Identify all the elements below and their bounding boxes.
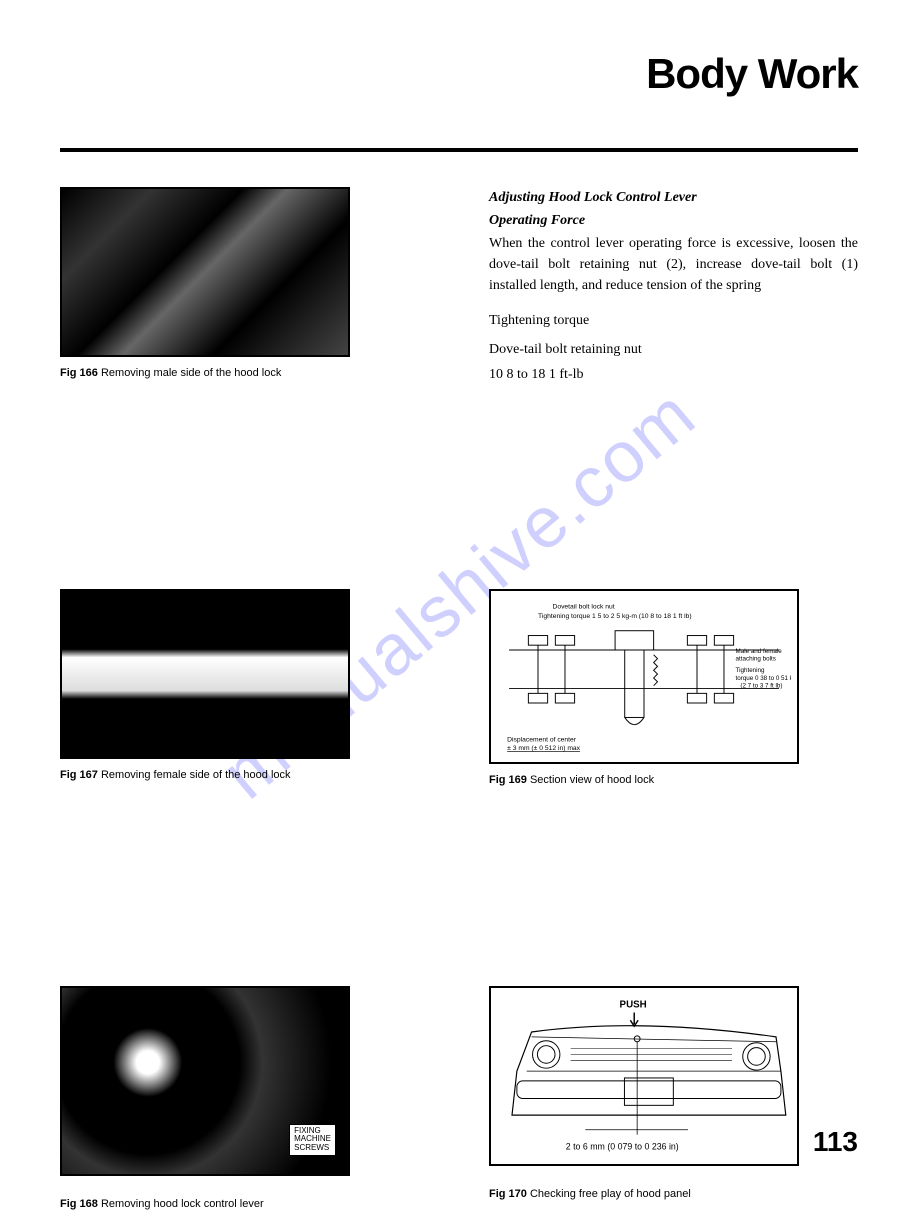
fig170-measurement: 2 to 6 mm (0 079 to 0 236 in)	[566, 1141, 679, 1151]
figure-169-diagram: Dovetail bolt lock nut Tightening torque…	[489, 589, 799, 764]
figure-170-caption-text: Checking free play of hood panel	[530, 1188, 691, 1200]
figure-166-block: Fig 166 Removing male side of the hood l…	[60, 187, 429, 389]
figure-170-label: Fig 170	[489, 1188, 527, 1200]
figure-168-block: FIXINGMACHINESCREWS Fig 168 Removing hoo…	[60, 986, 429, 1210]
fig169-anno-right1b: attaching bolts	[736, 656, 776, 663]
bolt-group-left	[528, 636, 574, 703]
figure-168-caption: Fig 168 Removing hood lock control lever	[60, 1198, 429, 1210]
figure-167-label: Fig 167	[60, 769, 98, 781]
fig169-anno-bottom2: ± 3 mm (± 0 512 in) max	[507, 745, 581, 752]
fig169-anno-bottom1: Displacement of center	[507, 737, 577, 744]
figure-167-caption-text: Removing female side of the hood lock	[101, 769, 291, 781]
figure-169-label: Fig 169	[489, 774, 527, 786]
tightening-torque-heading: Tightening torque	[489, 310, 858, 331]
page-number: 113	[813, 1126, 858, 1158]
fig169-anno-top1: Dovetail bolt lock nut	[552, 604, 614, 611]
row-spacer-2	[60, 846, 858, 926]
figure-170-svg: PUSH	[491, 988, 797, 1164]
figure-170-diagram: PUSH	[489, 986, 799, 1166]
figure-169-caption-text: Section view of hood lock	[530, 774, 654, 786]
fig169-anno-right2b: torque 0 38 to 0 51 kg m	[736, 675, 791, 682]
body-paragraph: When the control lever operating force i…	[489, 233, 858, 296]
figure-168-caption-text: Removing hood lock control lever	[101, 1198, 264, 1210]
figure-170-block: PUSH	[489, 986, 858, 1210]
bolt-group-right	[687, 636, 733, 703]
figure-168-label: Fig 168	[60, 1198, 98, 1210]
spec-line-1: Dove-tail bolt retaining nut	[489, 339, 858, 360]
figure-167-image	[60, 589, 350, 759]
bumper-outline	[517, 1081, 781, 1099]
fig169-anno-top2: Tightening torque 1 5 to 2 5 kg-m (10 8 …	[538, 613, 692, 620]
header-divider	[60, 148, 858, 152]
figure-167-block: Fig 167 Removing female side of the hood…	[60, 589, 429, 786]
push-arrow-icon	[630, 1012, 638, 1026]
page-header-title: Body Work	[60, 50, 858, 98]
fig169-anno-right2c: (2 7 to 3 7 ft lb)	[740, 683, 782, 690]
figure-169-svg: Dovetail bolt lock nut Tightening torque…	[497, 597, 791, 756]
figure-170-caption: Fig 170 Checking free play of hood panel	[489, 1188, 858, 1200]
section-title-line2: Operating Force	[489, 210, 858, 231]
spec-line-2: 10 8 to 18 1 ft-lb	[489, 364, 858, 385]
figure-169-block: Dovetail bolt lock nut Tightening torque…	[489, 589, 858, 786]
fig169-anno-right2a: Tightening	[736, 667, 765, 674]
center-mechanism	[615, 631, 657, 725]
figure-166-caption-text: Removing male side of the hood lock	[101, 367, 281, 379]
headlight-left-icon	[533, 1041, 560, 1068]
fig170-push-label: PUSH	[620, 1000, 647, 1011]
figure-168-inset-label: FIXINGMACHINESCREWS	[289, 1124, 336, 1156]
headlight-right-icon	[743, 1043, 770, 1070]
license-plate	[624, 1078, 673, 1105]
figure-168-image: FIXINGMACHINESCREWS	[60, 986, 350, 1176]
fig169-anno-right1a: Male and female	[736, 648, 783, 655]
section-title-line1: Adjusting Hood Lock Control Lever	[489, 187, 858, 208]
figure-166-label: Fig 166	[60, 367, 98, 379]
row-spacer-1	[60, 449, 858, 529]
figure-166-caption: Fig 166 Removing male side of the hood l…	[60, 367, 429, 379]
content-grid: Fig 166 Removing male side of the hood l…	[60, 187, 858, 1210]
adjusting-text-block: Adjusting Hood Lock Control Lever Operat…	[489, 187, 858, 389]
figure-169-caption: Fig 169 Section view of hood lock	[489, 774, 858, 786]
figure-166-image	[60, 187, 350, 357]
figure-167-caption: Fig 167 Removing female side of the hood…	[60, 769, 429, 781]
